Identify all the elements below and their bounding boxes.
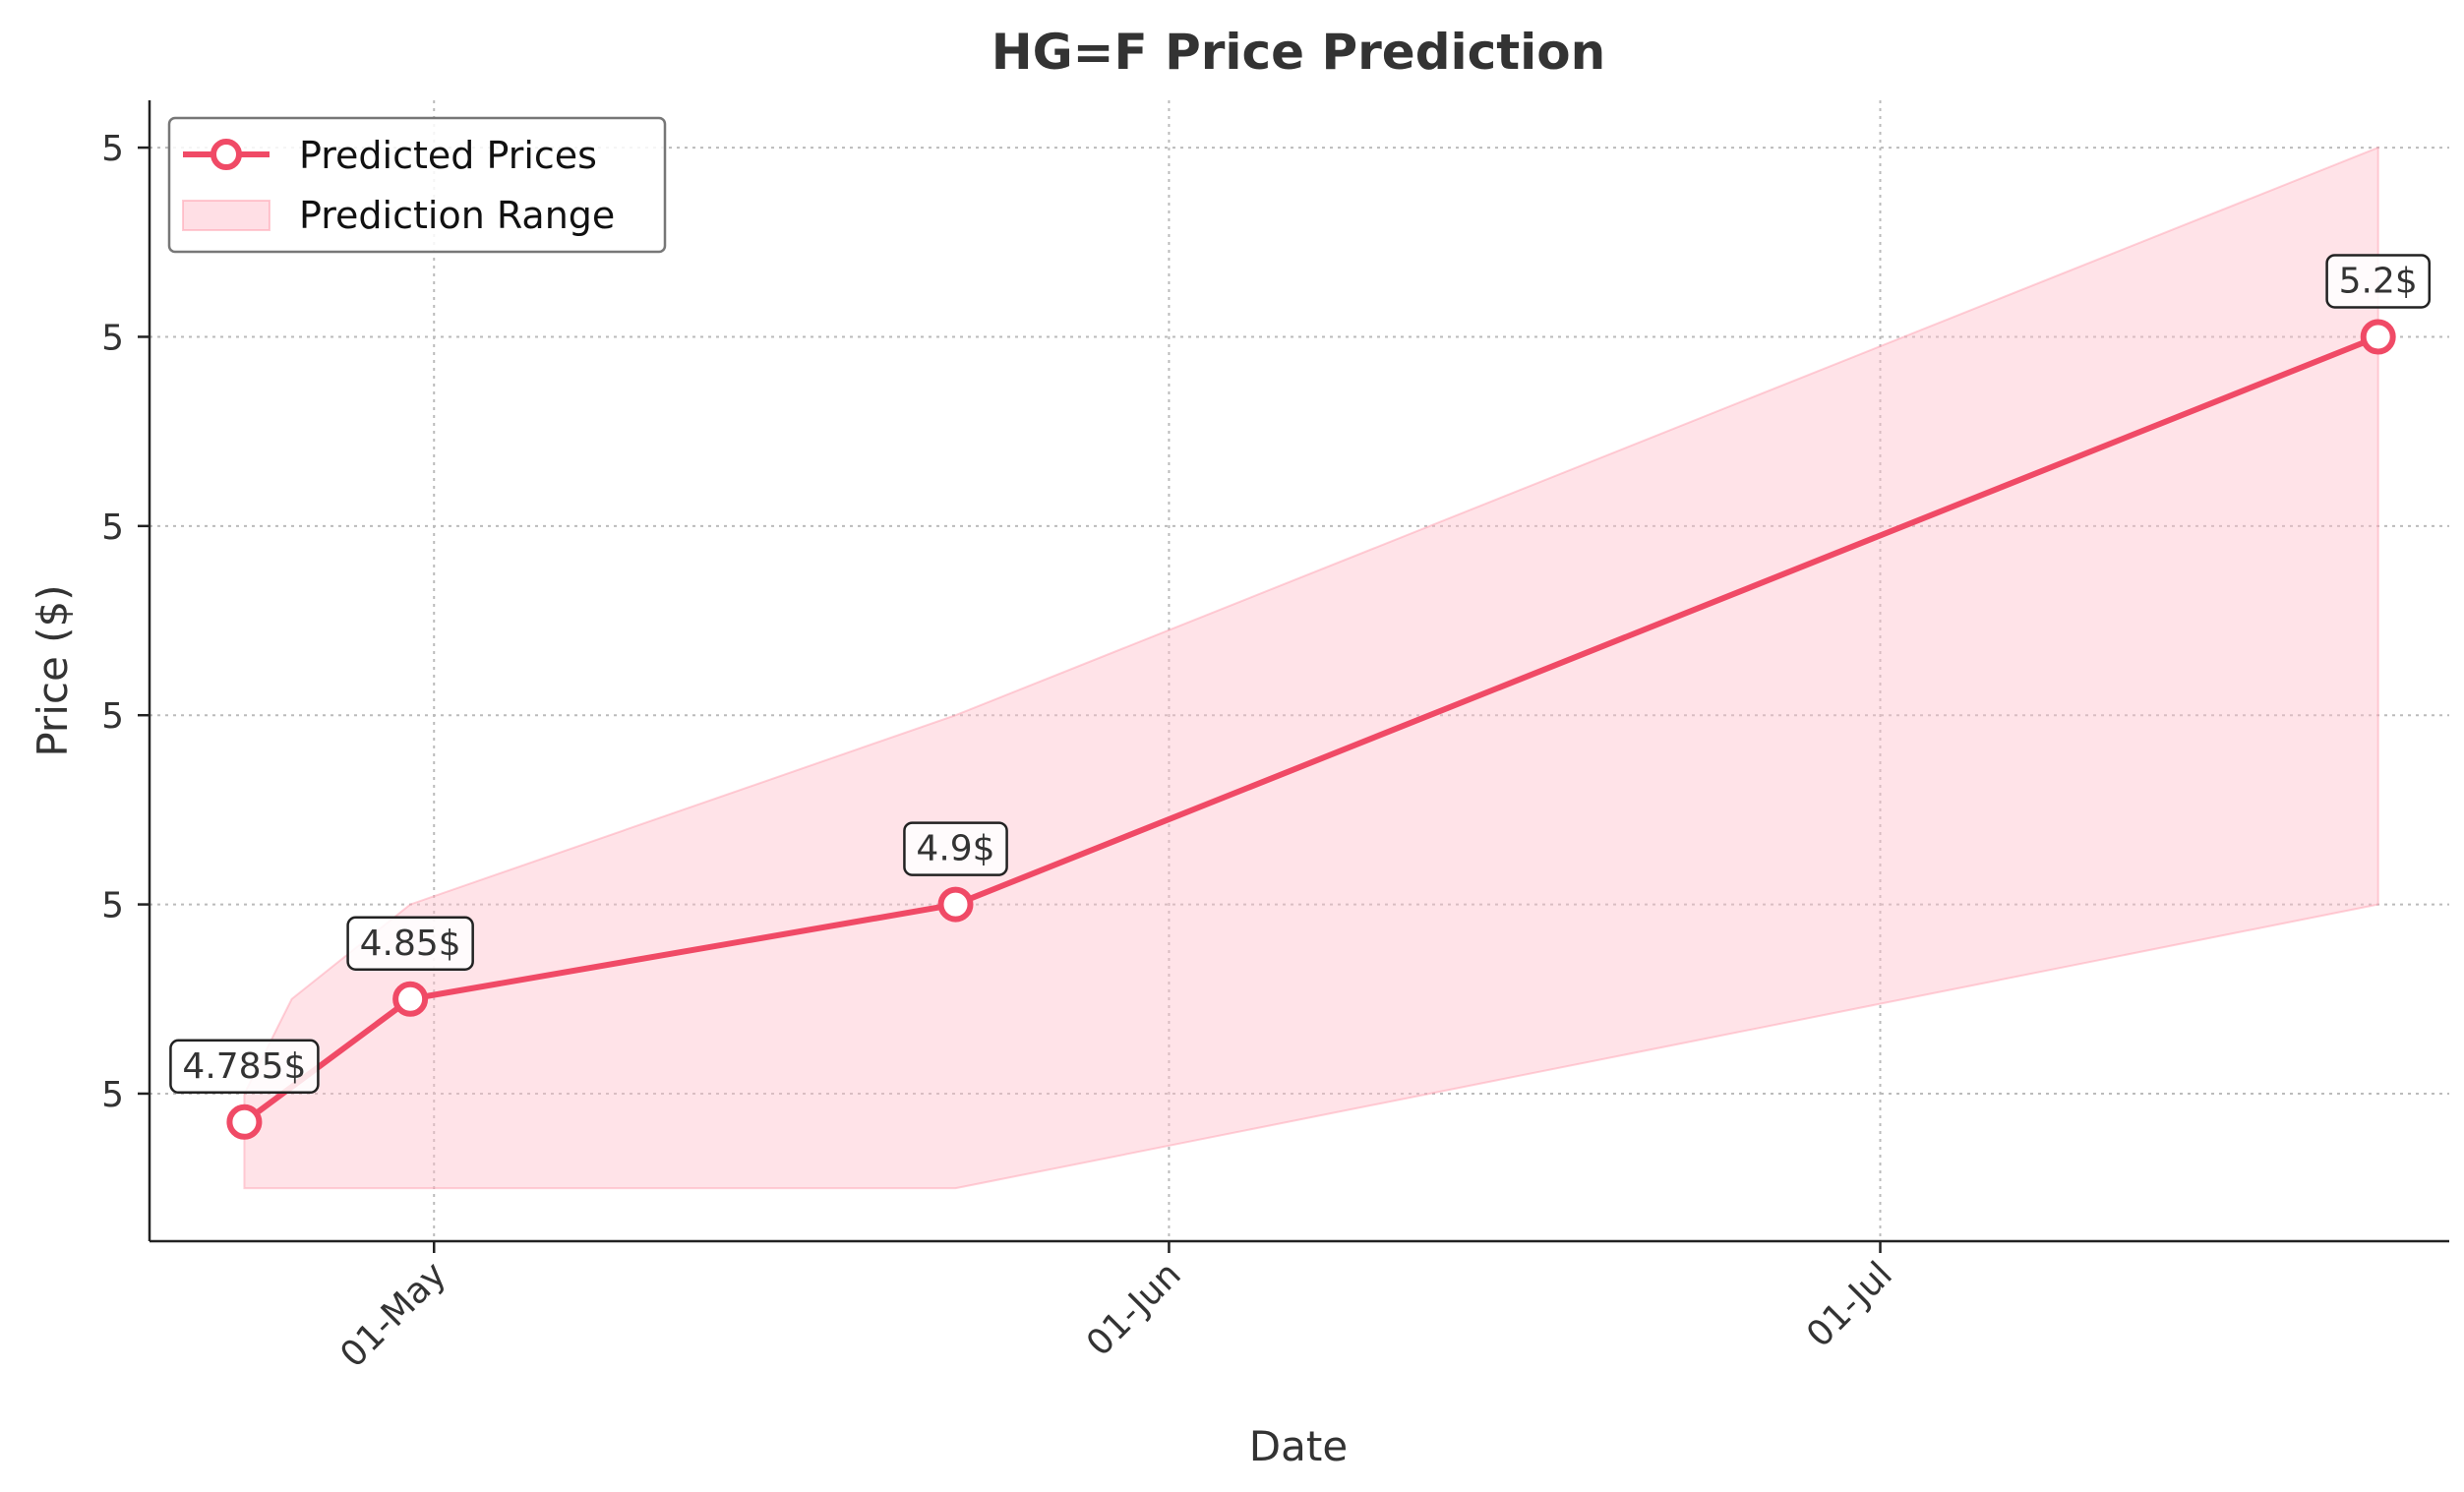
y-tick-label: 5 — [101, 1075, 124, 1115]
predicted-price-point — [392, 981, 429, 1017]
data-label-text: 4.9$ — [916, 829, 994, 869]
data-label: 5.2$ — [2325, 254, 2432, 309]
legend-label-predicted-prices: Predicted Prices — [299, 134, 597, 177]
predicted-prices-line — [242, 333, 2379, 1125]
data-label-box — [903, 821, 1008, 876]
data-label-box — [169, 1039, 320, 1095]
data-label-box — [346, 916, 474, 972]
legend-frame — [167, 116, 667, 254]
data-label-text: 4.785$ — [182, 1046, 306, 1087]
data-label-box — [2325, 254, 2432, 309]
predicted-price-point — [937, 886, 974, 923]
data-label: 4.85$ — [346, 916, 474, 972]
y-tick-label: 5 — [101, 507, 124, 548]
predicted-prices-layer — [226, 319, 2396, 1140]
y-tick-label: 5 — [101, 696, 124, 737]
chart-title: HG=F Price Prediction — [992, 24, 1606, 81]
y-axis-label: Price ($) — [29, 584, 77, 756]
legend-label-prediction-range: Prediction Range — [299, 194, 615, 237]
x-axis-label: Date — [1249, 1422, 1348, 1470]
axes — [148, 100, 2449, 1243]
y-tick-label: 5 — [101, 129, 124, 169]
grid — [150, 100, 2449, 1241]
legend: Predicted Prices Prediction Range — [167, 116, 667, 254]
data-label: 4.785$ — [169, 1039, 320, 1095]
data-label: 4.9$ — [903, 821, 1008, 876]
legend-range-swatch — [182, 200, 270, 231]
data-label-text: 4.85$ — [360, 924, 461, 964]
predicted-price-point — [226, 1104, 263, 1140]
predicted-price-point — [2360, 319, 2396, 355]
y-tick-label: 5 — [101, 886, 124, 926]
data-label-text: 5.2$ — [2339, 261, 2418, 301]
data-labels: 4.785$ 4.85$ 4.9$ 5.2$ — [169, 254, 2432, 1095]
legend-marker-swatch — [210, 139, 242, 170]
y-tick-label: 5 — [101, 318, 124, 358]
